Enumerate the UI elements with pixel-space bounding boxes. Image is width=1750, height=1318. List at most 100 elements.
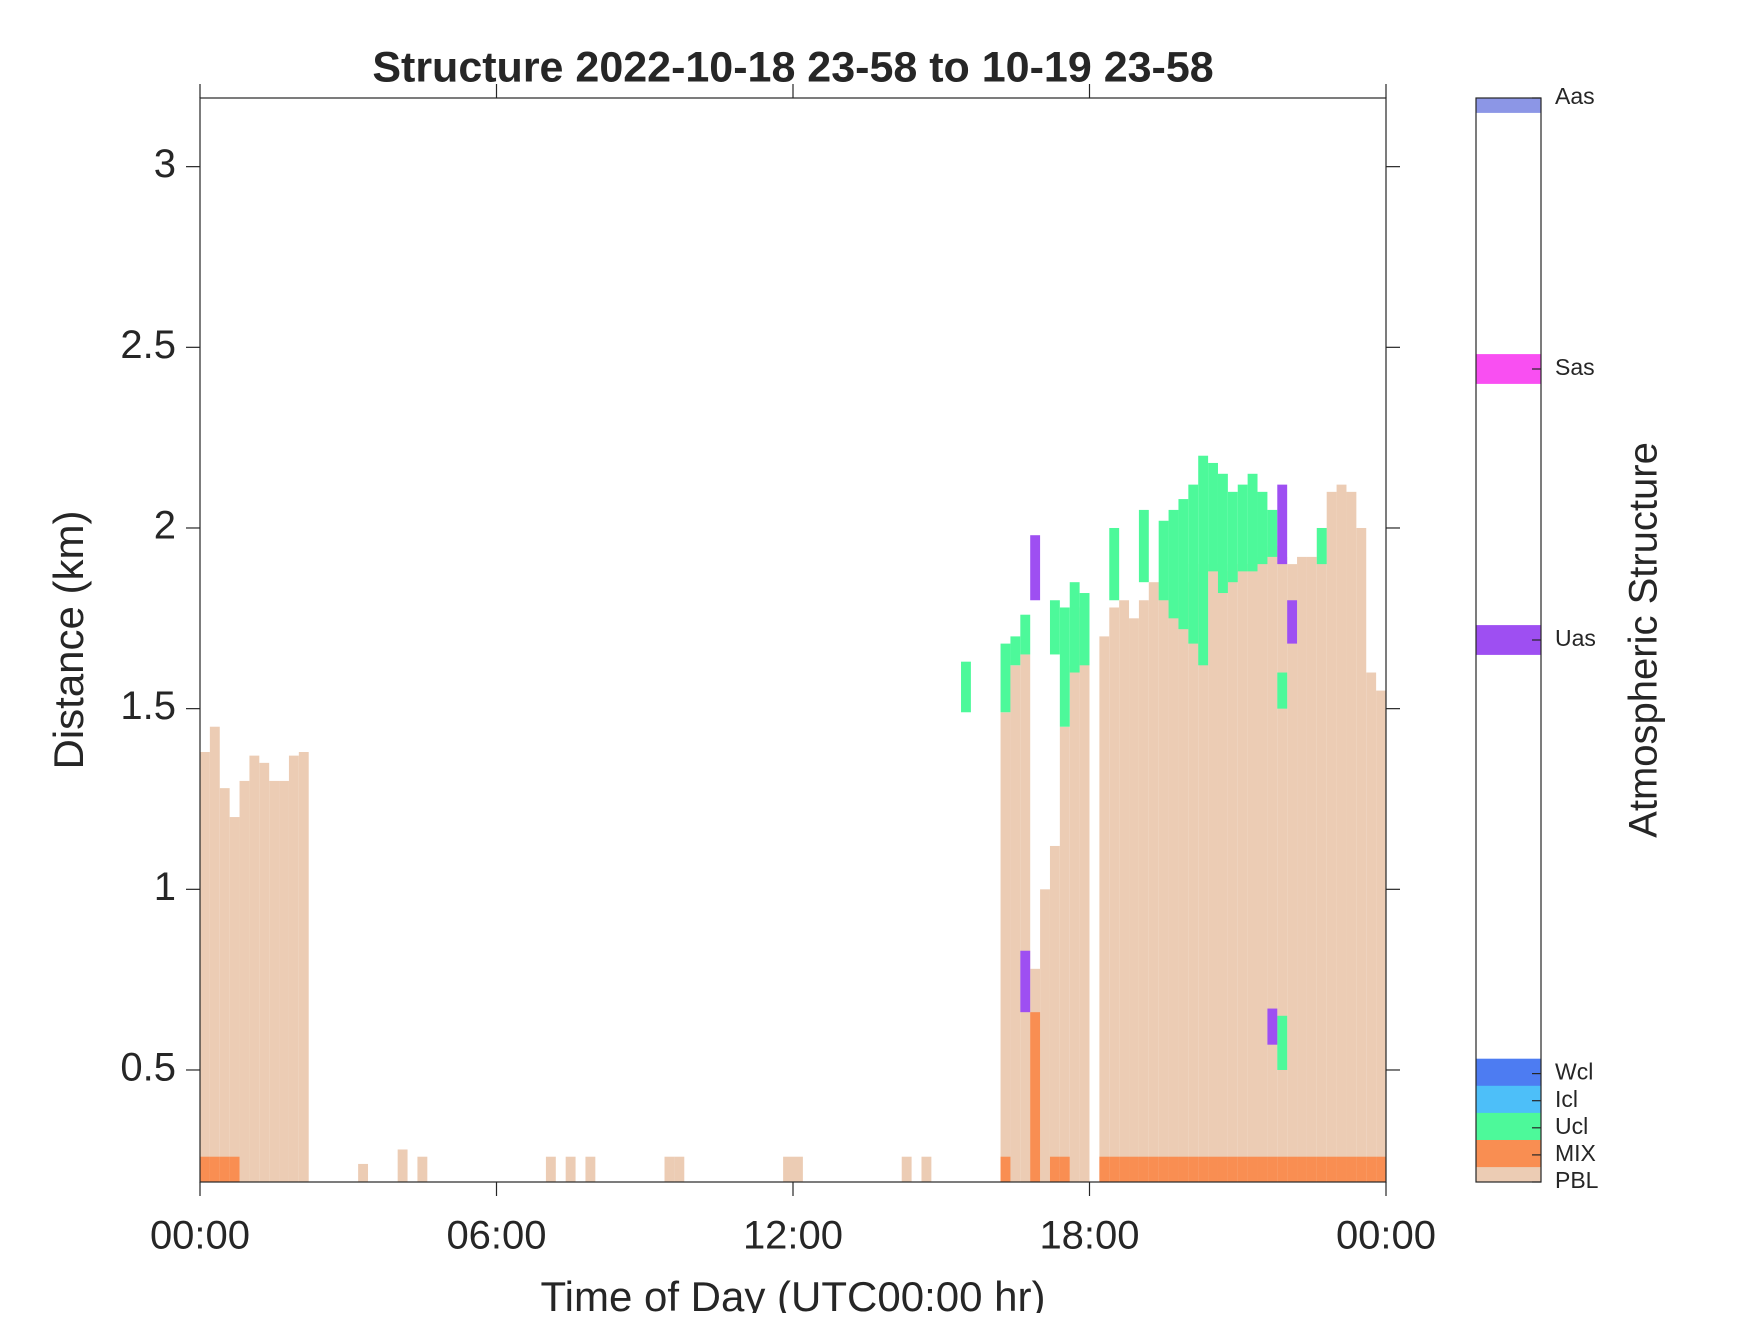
- y-tick-label: 2.5: [120, 323, 176, 367]
- bar: [1208, 564, 1218, 1182]
- bar: [1277, 1156, 1288, 1182]
- bar: [664, 1156, 675, 1182]
- bar: [298, 752, 309, 1182]
- bar: [1356, 1156, 1367, 1182]
- bar: [1168, 1156, 1179, 1182]
- bar: [1306, 556, 1317, 1182]
- bar: [1138, 509, 1149, 583]
- bar: [1069, 665, 1080, 1182]
- bar: [1030, 535, 1041, 601]
- bar: [1208, 1156, 1218, 1182]
- colorbar-tick-label: PBL: [1555, 1167, 1599, 1193]
- bar: [1079, 593, 1090, 666]
- bar: [1257, 1156, 1268, 1182]
- bar: [1010, 636, 1021, 666]
- colorbar-band: [1476, 625, 1541, 655]
- bar: [1198, 1156, 1209, 1182]
- colorbar-band: [1476, 1085, 1541, 1116]
- bar: [1099, 1156, 1110, 1182]
- bar: [1257, 491, 1268, 565]
- bar: [1277, 1015, 1288, 1070]
- bar: [1148, 582, 1159, 1182]
- bar: [1316, 527, 1327, 565]
- x-tick-label: 18:00: [1039, 1214, 1139, 1258]
- bar: [1198, 571, 1209, 1182]
- bar: [200, 1156, 210, 1182]
- bar: [1366, 1156, 1377, 1182]
- bar: [1109, 1156, 1120, 1182]
- bar: [1267, 1156, 1278, 1182]
- bar: [1020, 654, 1031, 1182]
- bar: [1188, 484, 1199, 644]
- bar: [219, 788, 230, 1182]
- bar: [1059, 1156, 1070, 1182]
- bar: [793, 1156, 803, 1182]
- bar: [249, 755, 260, 1182]
- x-tick-label: 00:00: [1336, 1214, 1436, 1258]
- colorbar-tick-label: Aas: [1555, 83, 1595, 109]
- bar: [1129, 618, 1139, 1182]
- bar: [921, 1156, 932, 1182]
- bar: [1227, 564, 1238, 1182]
- bar: [1138, 600, 1149, 1182]
- bar: [1010, 665, 1021, 1182]
- bar: [269, 780, 280, 1182]
- bar: [1376, 690, 1386, 1182]
- bar: [1049, 1156, 1060, 1182]
- colorbar-band: [1476, 1139, 1541, 1170]
- bar: [1000, 712, 1011, 1182]
- bar: [1059, 607, 1070, 727]
- bar: [279, 780, 289, 1182]
- bar: [1356, 527, 1367, 1182]
- x-tick-label: 12:00: [743, 1214, 843, 1258]
- bar: [1138, 1156, 1149, 1182]
- bar: [1020, 950, 1031, 1013]
- bar: [1059, 726, 1070, 1182]
- bar: [1148, 1156, 1159, 1182]
- bar: [565, 1156, 576, 1182]
- bar: [288, 755, 299, 1182]
- colorbar-label: Atmospheric Structure: [1622, 442, 1666, 838]
- bar: [1267, 1008, 1278, 1045]
- bar: [1099, 636, 1110, 1182]
- bar: [1158, 582, 1169, 1182]
- colorbar-band: [1476, 1167, 1541, 1182]
- bar: [1277, 484, 1288, 565]
- chart-title: Structure 2022-10-18 23-58 to 10-19 23-5…: [372, 43, 1213, 91]
- bar: [783, 1156, 793, 1182]
- colorbar-tick-label: Icl: [1555, 1086, 1578, 1112]
- bar: [1346, 491, 1357, 1182]
- y-tick-label: 1.5: [120, 684, 176, 728]
- bar: [417, 1156, 428, 1182]
- bar: [1020, 614, 1031, 655]
- bar: [1237, 1156, 1248, 1182]
- colorbar-tick-label: Sas: [1555, 354, 1595, 380]
- bar: [1119, 1156, 1130, 1182]
- bar: [1178, 499, 1189, 630]
- bar: [1346, 1156, 1357, 1182]
- bar: [1109, 607, 1120, 1182]
- bar: [674, 1156, 685, 1182]
- bar: [209, 1156, 220, 1182]
- bar: [219, 1156, 230, 1182]
- colorbar-tick-label: Wcl: [1555, 1059, 1593, 1085]
- bar: [239, 780, 250, 1182]
- bar: [1208, 462, 1218, 572]
- bar: [1287, 564, 1298, 1182]
- bar: [1000, 1156, 1011, 1182]
- bar: [1000, 643, 1011, 713]
- bar: [1198, 455, 1209, 666]
- bar: [901, 1156, 912, 1182]
- bar: [1277, 556, 1288, 1182]
- bar: [1178, 582, 1189, 1182]
- bar: [259, 762, 270, 1182]
- colorbar-band: [1476, 1058, 1541, 1089]
- bar: [1217, 571, 1228, 1182]
- colorbar-band: [1476, 1112, 1541, 1143]
- bar: [1119, 600, 1130, 1182]
- bar: [1336, 484, 1347, 1182]
- bar: [1267, 509, 1278, 557]
- bar: [1217, 1156, 1228, 1182]
- y-tick-label: 3: [154, 142, 176, 186]
- bar: [1287, 600, 1298, 644]
